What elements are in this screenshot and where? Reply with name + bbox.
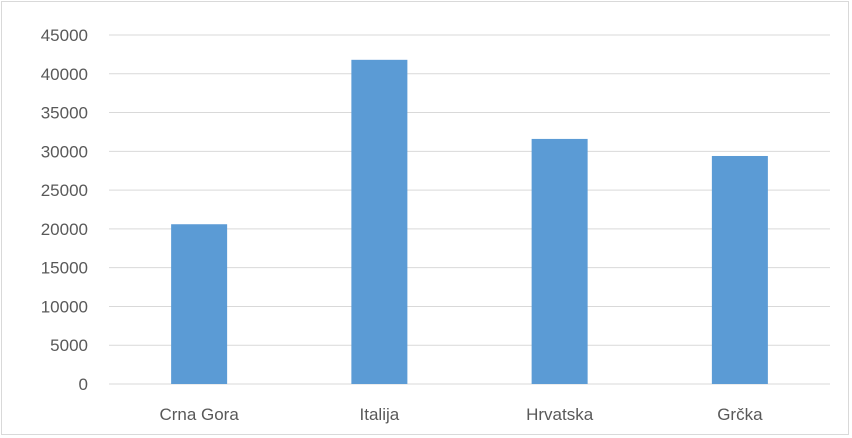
y-tick-label: 0	[79, 375, 88, 394]
y-axis-ticks: 0 5000 10000 15000 20000 25000 30000 35000 40000…	[41, 26, 88, 394]
bar-hrvatska	[532, 139, 588, 384]
x-tick-label: Crna Gora	[159, 405, 239, 424]
bar-italija	[351, 60, 407, 384]
y-tick-label: 10000	[41, 297, 88, 316]
y-tick-label: 40000	[41, 65, 88, 84]
x-tick-label: Italija	[360, 405, 400, 424]
y-tick-label: 30000	[41, 142, 88, 161]
x-tick-label: Grčka	[717, 405, 763, 424]
bar-grčka	[712, 156, 768, 384]
y-tick-label: 25000	[41, 181, 88, 200]
y-tick-label: 15000	[41, 259, 88, 278]
y-tick-label: 5000	[50, 336, 88, 355]
x-axis-labels: Crna Gora Italija Hrvatska Grčka	[159, 405, 763, 424]
y-tick-label: 20000	[41, 220, 88, 239]
x-tick-label: Hrvatska	[526, 405, 594, 424]
bar-crna-gora	[171, 224, 227, 384]
y-tick-label: 45000	[41, 26, 88, 45]
y-tick-label: 35000	[41, 104, 88, 123]
bars	[171, 60, 768, 384]
